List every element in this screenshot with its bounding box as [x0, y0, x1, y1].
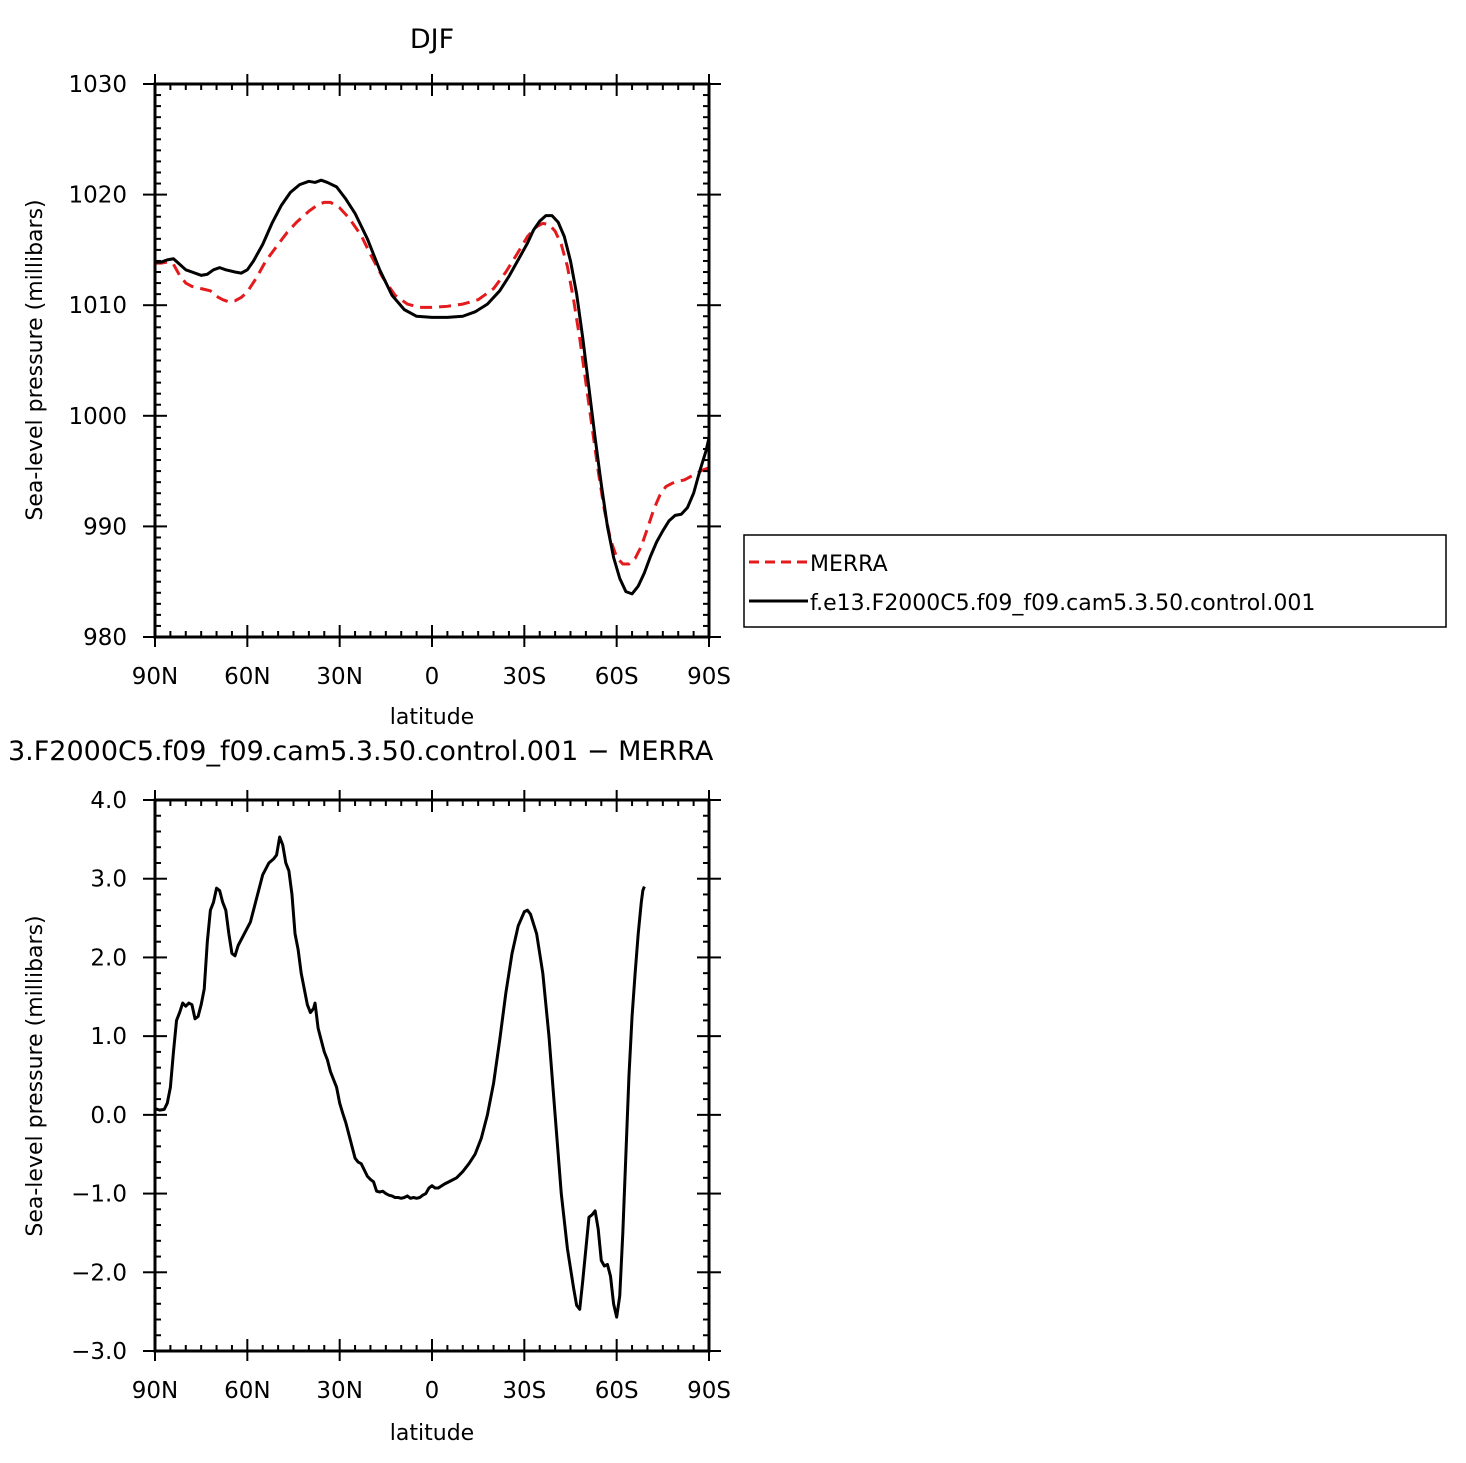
top-tick-labels: 90N 60N 30N 0 30S 60S 90S 980 990 1000 1010 1020 103… [68, 72, 730, 690]
top-x-tick-label: 90N [132, 664, 178, 690]
bottom-plot-frame [153, 798, 711, 1353]
bottom-y-axis-label: Sea-level pressure (millibars) [23, 915, 48, 1236]
top-x-axis-label: latitude [390, 705, 474, 730]
bottom-x-tick-label: 30S [502, 1378, 546, 1404]
bottom-y-tick-label: 1.0 [90, 1024, 127, 1050]
bottom-x-tick-label: 90N [132, 1378, 178, 1404]
top-x-tick-label: 90S [687, 664, 731, 690]
bottom-y-tick-label: 3.0 [90, 867, 127, 893]
bottom-x-axis-label: latitude [390, 1421, 474, 1446]
bottom-panel: 3.F2000C5.f09_f09.cam5.3.50.control.001 … [8, 736, 731, 1446]
legend-label-merra: MERRA [810, 552, 888, 577]
top-y-tick-label: 980 [83, 625, 127, 651]
top-y-tick-label: 1030 [68, 72, 127, 98]
top-chart-title: DJF [410, 24, 454, 55]
bottom-y-tick-label: 0.0 [90, 1103, 127, 1129]
bottom-x-tick-label: 60S [595, 1378, 639, 1404]
bottom-x-tick-label: 0 [425, 1378, 440, 1404]
legend-box [743, 534, 1447, 628]
top-axis-ticks [143, 74, 721, 647]
top-series-line-0 [155, 200, 710, 566]
bottom-y-tick-label: −1.0 [71, 1182, 127, 1208]
bottom-x-tick-label: 90S [687, 1378, 731, 1404]
bottom-tick-labels: 90N 60N 30N 0 30S 60S 90S −3.0 −2.0 −1.0 0.0 1.0 2.0… [71, 788, 731, 1404]
bottom-chart-title: 3.F2000C5.f09_f09.cam5.3.50.control.001 … [8, 736, 714, 767]
top-plot-frame [153, 82, 711, 639]
bottom-x-tick-label: 60N [224, 1378, 270, 1404]
top-x-tick-label: 60S [595, 664, 639, 690]
top-y-tick-label: 990 [83, 514, 127, 540]
top-x-tick-label: 30S [502, 664, 546, 690]
legend-label-model: f.e13.F2000C5.f09_f09.cam5.3.50.control.… [810, 591, 1315, 616]
top-y-tick-label: 1020 [68, 183, 127, 209]
bottom-x-tick-label: 30N [316, 1378, 362, 1404]
legend: MERRA f.e13.F2000C5.f09_f09.cam5.3.50.co… [743, 534, 1447, 628]
top-y-tick-label: 1000 [68, 404, 127, 430]
top-plot-series [155, 178, 711, 596]
top-panel: DJF 90N 60N 30N 0 30S 60S 90S 980 990 1000 1010 102… [23, 24, 731, 730]
top-x-tick-label: 0 [425, 664, 440, 690]
top-y-tick-label: 1010 [68, 293, 127, 319]
bottom-series-line-0 [154, 835, 646, 1319]
bottom-axis-ticks [143, 790, 721, 1361]
top-series-line-1 [155, 178, 711, 596]
bottom-y-tick-label: 2.0 [90, 945, 127, 971]
bottom-plot-series [154, 835, 646, 1319]
bottom-y-tick-label: 4.0 [90, 788, 127, 814]
bottom-y-tick-label: −3.0 [71, 1339, 127, 1365]
top-x-tick-label: 30N [316, 664, 362, 690]
top-x-tick-label: 60N [224, 664, 270, 690]
bottom-y-tick-label: −2.0 [71, 1260, 127, 1286]
top-y-axis-label: Sea-level pressure (millibars) [23, 199, 48, 520]
